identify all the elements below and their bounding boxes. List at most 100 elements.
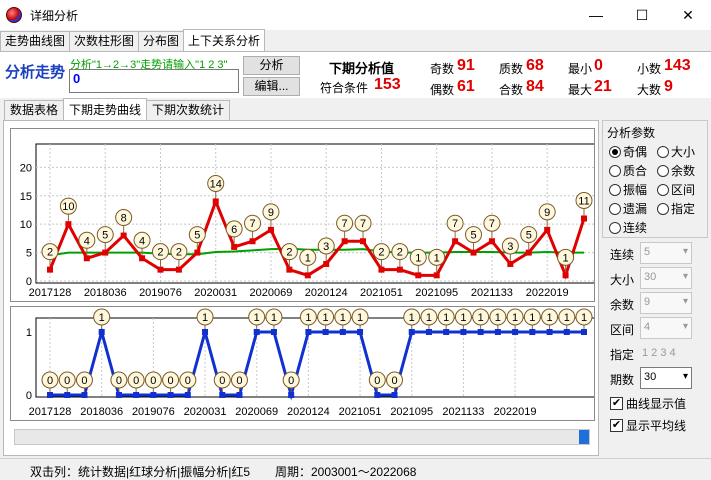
value-bubble bbox=[506, 308, 524, 326]
radio-7[interactable]: 指定 bbox=[657, 200, 695, 217]
tab-relation-analysis[interactable]: 上下关系分析 bbox=[183, 29, 266, 51]
data-label: 2 bbox=[157, 247, 163, 259]
radio-1[interactable]: 大小 bbox=[657, 143, 695, 160]
data-point bbox=[139, 255, 146, 262]
data-label: 1 bbox=[581, 312, 587, 324]
radio-6[interactable]: 遗漏 bbox=[609, 200, 647, 217]
chart-scrollbar[interactable] bbox=[14, 429, 590, 445]
data-label: 9 bbox=[544, 207, 550, 219]
data-label: 3 bbox=[507, 241, 513, 253]
maximize-button[interactable]: ☐ bbox=[635, 6, 649, 23]
x-tick-label: 2020124 bbox=[305, 287, 348, 299]
checkmark-icon: ✔ bbox=[610, 419, 623, 432]
data-label: 1 bbox=[305, 312, 311, 324]
value-bubble bbox=[265, 308, 283, 326]
stat-large-value: 9 bbox=[664, 78, 673, 95]
daxiao-select[interactable]: 30 ▾ bbox=[640, 267, 692, 289]
tab-next-trend[interactable]: 下期走势曲线 bbox=[63, 98, 148, 120]
close-button[interactable]: ✕ bbox=[682, 6, 694, 23]
data-label: 9 bbox=[268, 207, 274, 219]
title-bar: 详细分析 — ☐ ✕ bbox=[0, 0, 711, 30]
tab-next-count[interactable]: 下期次数统计 bbox=[146, 100, 231, 120]
zhiding-value[interactable]: 1 2 3 4 bbox=[642, 347, 676, 359]
x-tick-label: 2021133 bbox=[471, 287, 513, 299]
minimize-button[interactable]: — bbox=[589, 7, 603, 23]
tab-distribution[interactable]: 分布图 bbox=[138, 31, 185, 51]
stat-max-label: 最大 bbox=[568, 83, 593, 97]
x-tick-label: 2020031 bbox=[184, 406, 227, 418]
x-tick-label: 2021051 bbox=[360, 287, 403, 299]
show-average-checkbox[interactable]: ✔ 显示平均线 bbox=[610, 417, 686, 434]
edit-button[interactable]: 编辑... bbox=[243, 77, 300, 96]
y-tick-label: 0 bbox=[26, 276, 32, 288]
analyze-button[interactable]: 分析 bbox=[243, 56, 300, 75]
radio-0[interactable]: 奇偶 bbox=[609, 143, 647, 160]
radio-label: 振幅 bbox=[623, 183, 648, 197]
daxiao-value: 30 bbox=[644, 271, 657, 283]
stat-prime-label: 质数 bbox=[499, 62, 524, 76]
radio-4[interactable]: 振幅 bbox=[609, 181, 647, 198]
data-point bbox=[47, 392, 53, 398]
data-point bbox=[305, 329, 312, 335]
value-bubble bbox=[262, 203, 280, 221]
data-point bbox=[341, 238, 348, 245]
data-label: 1 bbox=[202, 312, 208, 324]
chart-area: 0 5 10 15 20 2017128 2018036 2019076 2020031 2020… bbox=[3, 120, 599, 456]
value-bubble bbox=[110, 371, 128, 389]
data-point bbox=[288, 392, 295, 398]
data-point bbox=[477, 329, 484, 335]
radio-8[interactable]: 连续 bbox=[609, 219, 647, 236]
data-label: 5 bbox=[102, 230, 108, 242]
yushu-select[interactable]: 9 ▾ bbox=[640, 292, 692, 314]
data-label: 0 bbox=[288, 375, 294, 387]
data-point bbox=[322, 329, 329, 335]
data-label: 1 bbox=[357, 312, 363, 324]
radio-5[interactable]: 区间 bbox=[657, 181, 695, 198]
data-point bbox=[81, 392, 88, 398]
radio-2[interactable]: 质合 bbox=[609, 162, 647, 179]
qujian-select[interactable]: 4 ▾ bbox=[640, 317, 692, 339]
data-label: 1 bbox=[443, 312, 449, 324]
data-label: 1 bbox=[409, 312, 415, 324]
value-bubble bbox=[465, 226, 483, 244]
data-label: 0 bbox=[185, 375, 191, 387]
lianxu-label: 连续 bbox=[610, 248, 635, 262]
radio-circle-icon bbox=[657, 145, 669, 158]
value-bubble bbox=[520, 226, 538, 244]
value-bubble bbox=[403, 308, 421, 326]
data-label: 5 bbox=[194, 230, 200, 242]
data-point bbox=[494, 329, 501, 335]
yushu-label: 余数 bbox=[610, 298, 635, 312]
tab-count-bar[interactable]: 次数柱形图 bbox=[69, 31, 140, 51]
params-panel: 分析参数 奇偶 大小 质合 余数 振幅 区间 遗漏 指定 连续 连续 5 ▾ 大小 30 ▾ 余数 … bbox=[602, 120, 708, 442]
data-label: 1 bbox=[254, 312, 260, 324]
data-label: 5 bbox=[526, 230, 532, 242]
value-bubble bbox=[575, 192, 593, 209]
value-bubble bbox=[428, 248, 446, 266]
value-bubble bbox=[244, 214, 262, 232]
lianxu-select[interactable]: 5 ▾ bbox=[640, 242, 692, 264]
data-label: 1 bbox=[563, 252, 569, 264]
scrollbar-thumb[interactable] bbox=[579, 430, 589, 444]
tab-trend-curve[interactable]: 走势曲线图 bbox=[0, 31, 71, 51]
value-bubble bbox=[207, 174, 225, 192]
radio-3[interactable]: 余数 bbox=[657, 162, 695, 179]
data-point bbox=[150, 392, 157, 398]
status-bar: 双击列：统计数据|红球分析|振幅分析|红5 周期：2003001～2022068 bbox=[0, 458, 711, 479]
data-label: 11 bbox=[578, 196, 589, 208]
show-curve-values-checkbox[interactable]: ✔ 曲线显示值 bbox=[610, 395, 686, 412]
data-point bbox=[374, 392, 381, 398]
value-trend-chart: 0 5 10 15 20 2017128 2018036 2019076 2020031 2020… bbox=[10, 128, 599, 302]
x-tick-label: 2018036 bbox=[80, 406, 123, 418]
data-point bbox=[83, 255, 90, 262]
qujian-label: 区间 bbox=[610, 323, 635, 337]
value-bubble bbox=[179, 371, 197, 389]
value-bubble bbox=[354, 214, 372, 232]
x-tick-label: 2021095 bbox=[390, 406, 433, 418]
pattern-input[interactable]: 0 bbox=[69, 69, 239, 93]
data-point bbox=[546, 329, 553, 335]
qishu-select[interactable]: 30 ▾ bbox=[640, 367, 692, 389]
tab-data-table[interactable]: 数据表格 bbox=[4, 100, 65, 120]
x-tick-label: 2019076 bbox=[132, 406, 175, 418]
data-point bbox=[304, 272, 311, 279]
